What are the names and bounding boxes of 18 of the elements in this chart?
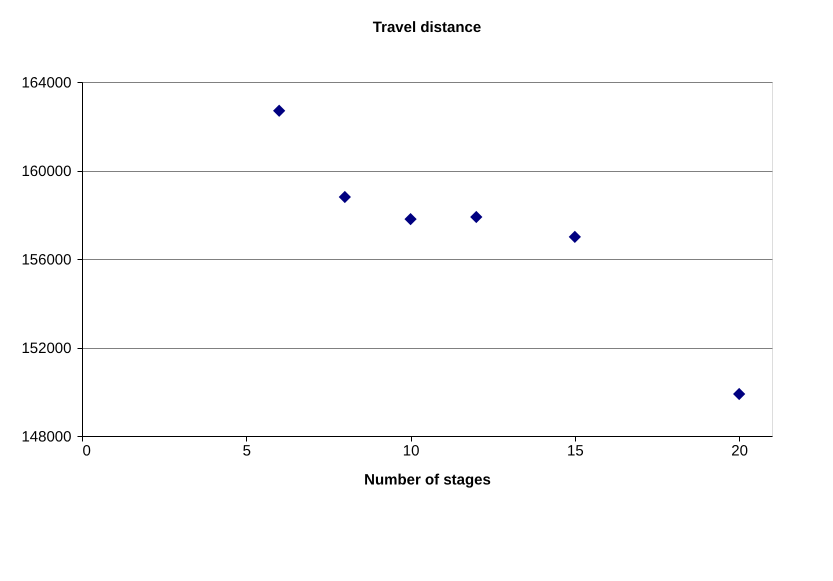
y-tick-label: 160000 <box>21 163 72 180</box>
point <box>733 388 746 400</box>
x-tick-label: 20 <box>731 442 748 460</box>
chart-title: Travel distance <box>372 19 482 36</box>
point <box>404 213 417 226</box>
point <box>568 230 581 243</box>
y-tick-label: 152000 <box>21 340 72 357</box>
x-tick-label: 15 <box>567 442 584 460</box>
x-tick-label: 5 <box>242 442 251 460</box>
x-tick-label: 10 <box>402 442 420 460</box>
x-tick-label: 0 <box>82 442 91 460</box>
y-tick-label: 148000 <box>21 428 72 446</box>
y-tick-label: 164000 <box>21 74 72 92</box>
x-axis-title: Number of stages <box>364 472 491 488</box>
y-tick-label: 156000 <box>21 252 72 268</box>
point <box>338 190 351 204</box>
point <box>470 210 482 224</box>
point <box>273 104 286 117</box>
